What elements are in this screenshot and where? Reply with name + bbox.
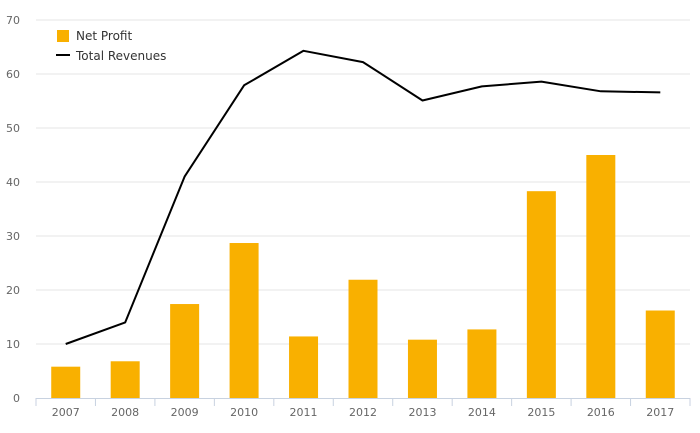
bar xyxy=(467,329,497,398)
bar xyxy=(348,279,378,398)
x-tick-label: 2010 xyxy=(230,406,258,419)
x-tick-label: 2009 xyxy=(171,406,199,419)
legend-label: Net Profit xyxy=(76,29,132,43)
x-axis: 2007 2008 2009 2010 2011 2012 2013 2014 2015 2016… xyxy=(35,398,691,419)
y-tick-label: 0 xyxy=(13,392,20,405)
y-tick-label: 40 xyxy=(6,176,20,189)
bar-series xyxy=(51,155,675,398)
y-tick-label: 10 xyxy=(6,338,20,351)
x-tick-label: 2014 xyxy=(468,406,496,419)
y-tick-label: 50 xyxy=(6,122,20,135)
bar xyxy=(170,304,200,398)
series-line xyxy=(65,49,661,345)
bar xyxy=(407,339,437,398)
x-tick-label: 2011 xyxy=(290,406,318,419)
x-tick-label: 2007 xyxy=(52,406,80,419)
x-tick-label: 2016 xyxy=(587,406,615,419)
legend: Net Profit Total Revenues xyxy=(56,29,166,63)
x-tick-label: 2012 xyxy=(349,406,377,419)
bar xyxy=(586,155,616,398)
bar xyxy=(526,191,556,398)
bar xyxy=(289,336,319,398)
y-tick-label: 70 xyxy=(6,14,20,27)
x-tick-label: 2008 xyxy=(111,406,139,419)
legend-swatch-bar xyxy=(57,30,69,42)
y-tick-label: 60 xyxy=(6,68,20,81)
x-tick-label: 2015 xyxy=(527,406,555,419)
bar xyxy=(110,361,140,398)
grid-lines xyxy=(36,19,690,345)
bar xyxy=(645,310,675,398)
y-tick-label: 20 xyxy=(6,284,20,297)
bar xyxy=(51,366,81,398)
y-axis: 0 10 20 30 40 50 60 70 xyxy=(6,14,20,405)
y-tick-label: 30 xyxy=(6,230,20,243)
line-series xyxy=(65,49,661,345)
x-tick-label: 2017 xyxy=(646,406,674,419)
bar xyxy=(229,243,259,398)
legend-label: Total Revenues xyxy=(75,49,166,63)
x-tick-label: 2013 xyxy=(408,406,436,419)
